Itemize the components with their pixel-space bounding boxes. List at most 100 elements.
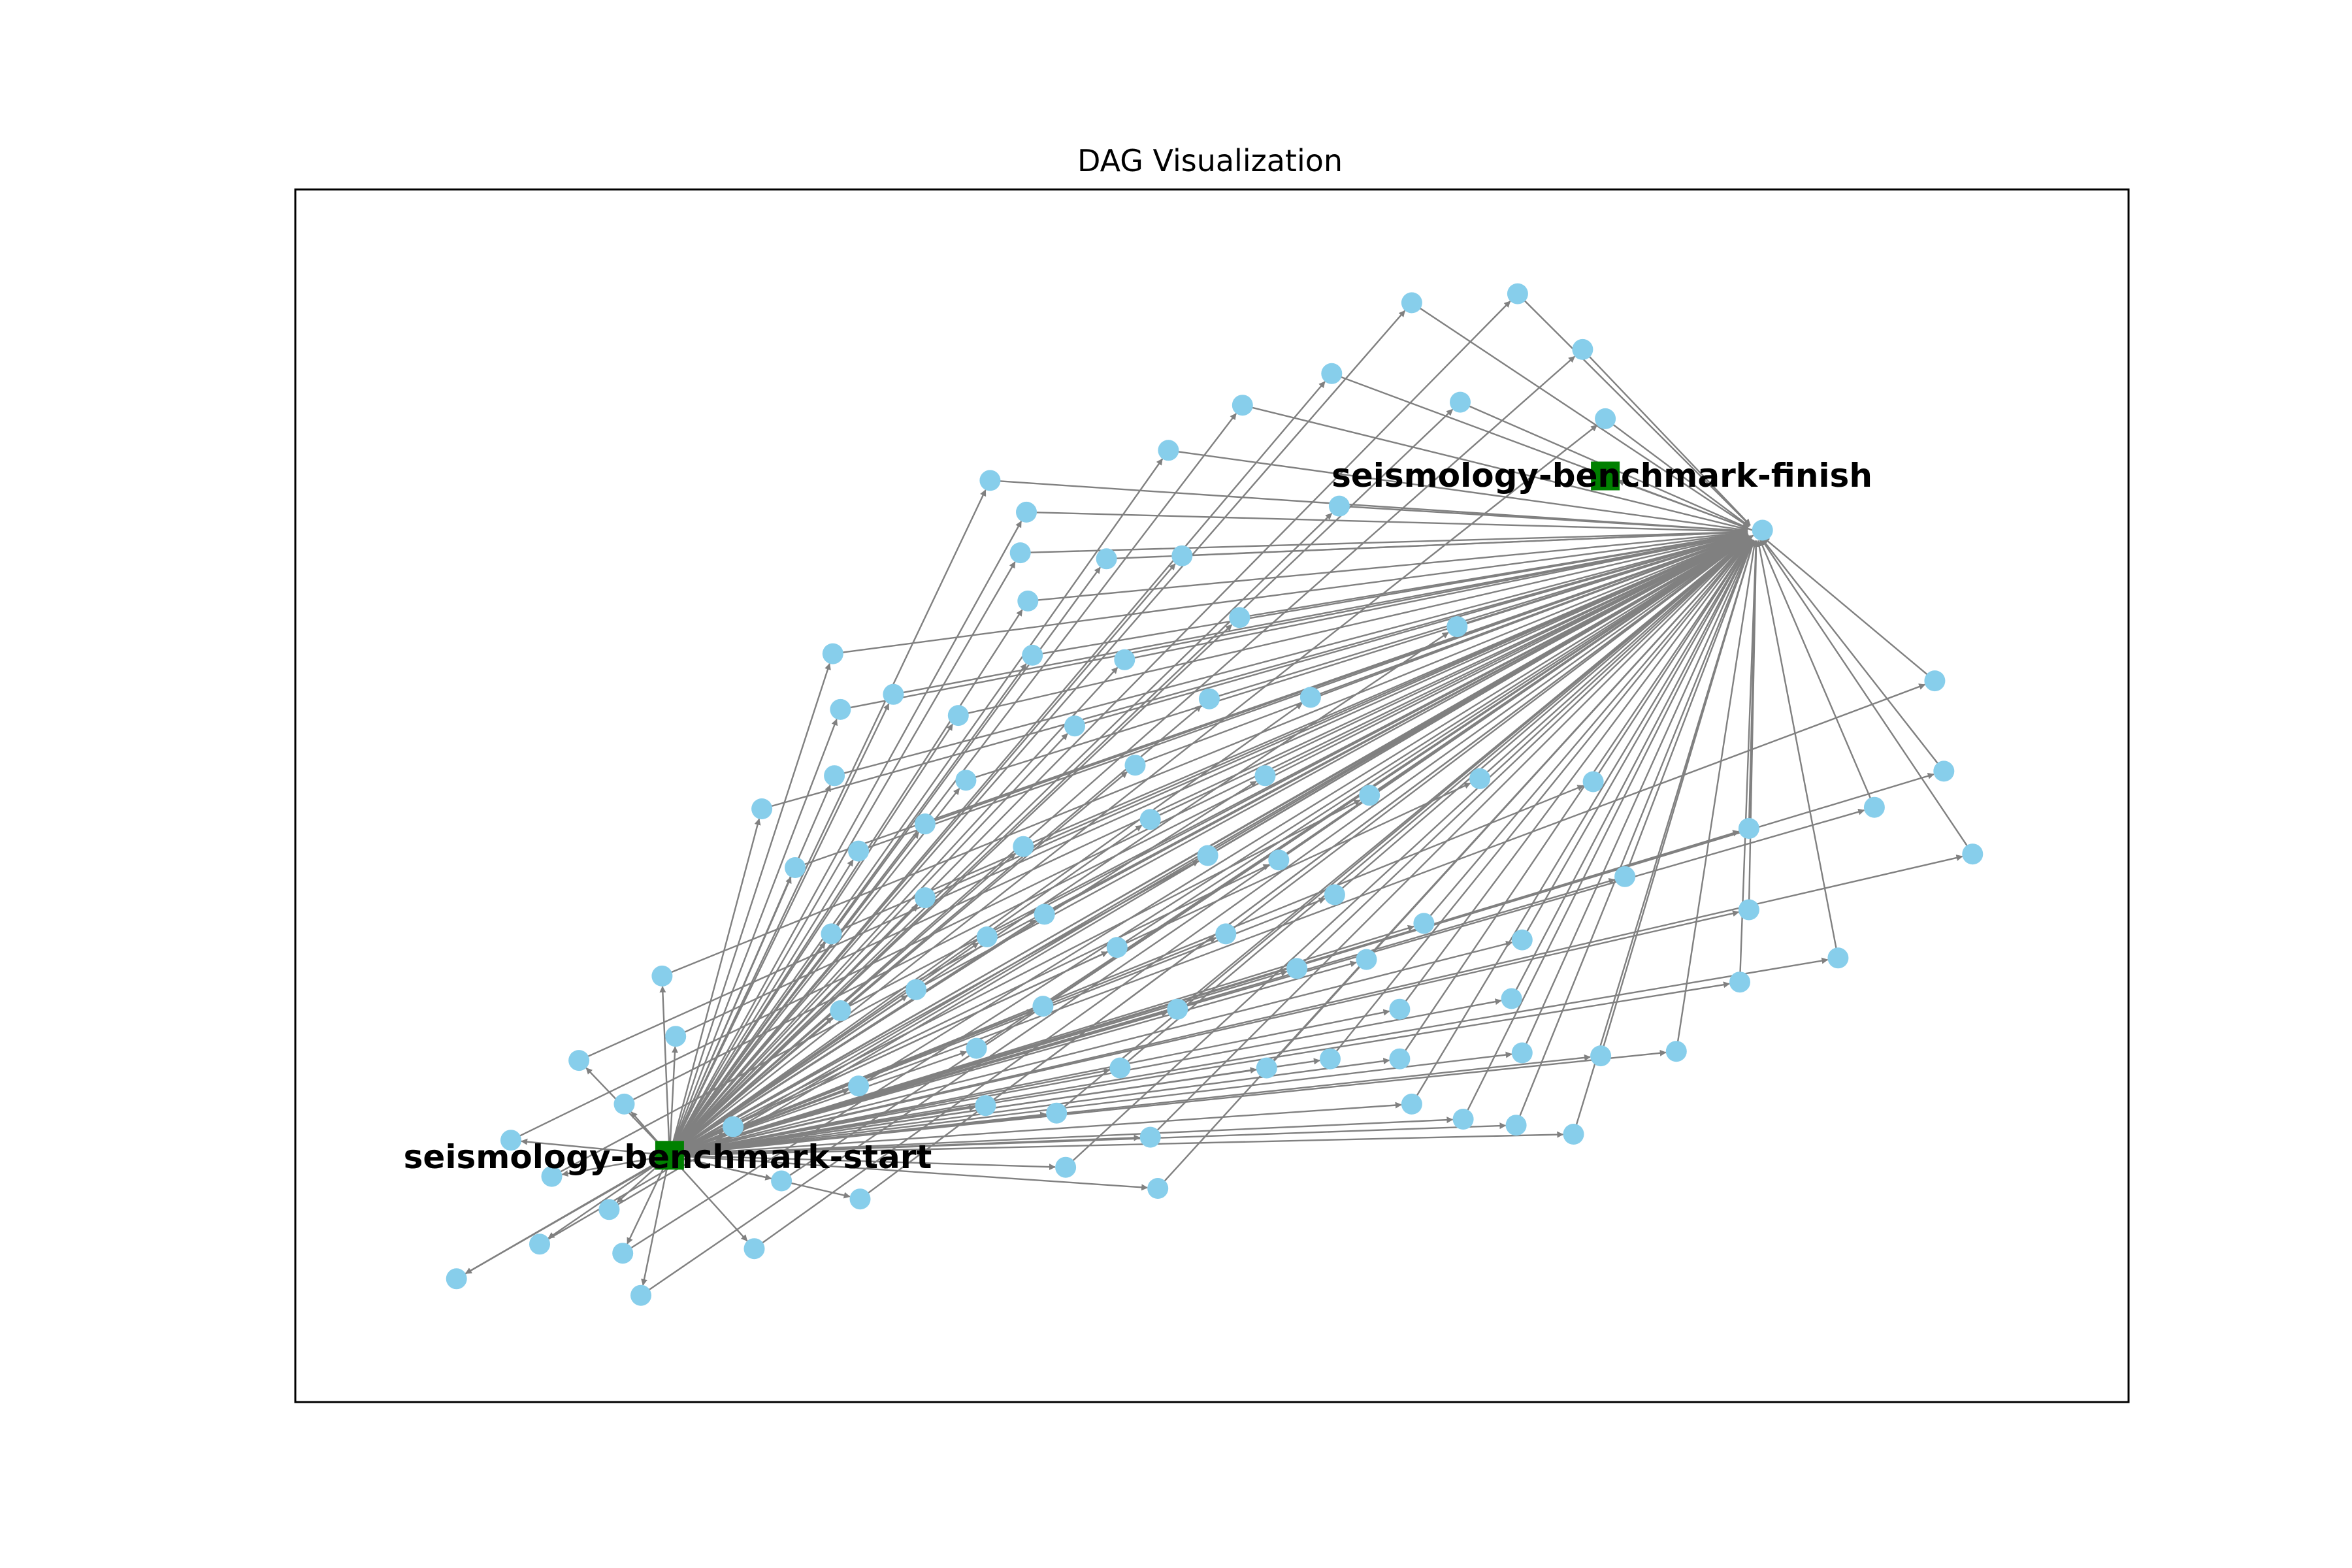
edge-task-to-finish <box>761 532 1749 810</box>
edge-task-to-finish <box>623 535 1749 1105</box>
edge-task-to-finish <box>1462 539 1754 1120</box>
edge-task-to-finish <box>1592 538 1752 783</box>
task-node <box>1469 768 1490 789</box>
edge-start-to-task <box>669 1131 1564 1156</box>
task-node <box>1359 785 1380 806</box>
task-node <box>1109 1057 1131 1079</box>
task-node <box>976 926 998 947</box>
edge-start-to-task <box>669 1051 1512 1156</box>
task-node <box>1268 849 1290 871</box>
edge-task-to-finish <box>893 531 1748 695</box>
task-node <box>1752 519 1773 541</box>
edge-start-to-task <box>547 1154 670 1239</box>
task-node <box>1114 649 1135 670</box>
task-node <box>1507 283 1528 304</box>
task-node <box>906 979 927 1000</box>
task-node <box>1139 1126 1161 1148</box>
node-layer <box>446 283 1984 1306</box>
edge-start-to-task <box>669 733 1068 1156</box>
edge-start-to-task <box>668 719 838 1156</box>
edge-task-to-finish <box>753 536 1750 1250</box>
task-node <box>751 798 773 819</box>
task-node <box>598 1199 620 1220</box>
edge-task-to-finish <box>1020 529 1748 554</box>
edge-task-to-finish <box>640 536 1750 1296</box>
task-node <box>1863 796 1885 818</box>
task-node <box>612 1243 634 1264</box>
edge-start-to-task <box>668 521 1022 1156</box>
task-node <box>785 857 806 878</box>
edge-start-to-task <box>668 1046 678 1156</box>
task-node <box>1729 972 1750 993</box>
edge-start-to-task <box>668 859 854 1156</box>
edge-task-to-finish <box>1756 540 1839 958</box>
task-node <box>1299 687 1321 708</box>
task-node <box>821 923 842 945</box>
edge-start-to-task <box>669 904 919 1156</box>
task-node <box>1171 545 1193 566</box>
edge-start-to-task <box>659 986 671 1156</box>
edge-task-to-finish <box>1242 404 1748 532</box>
task-node <box>1229 607 1250 629</box>
task-node <box>651 965 673 987</box>
task-node <box>1017 590 1039 612</box>
edge-start-to-task <box>669 355 1575 1156</box>
task-node <box>1055 1156 1077 1178</box>
task-node <box>1413 913 1435 934</box>
edge-task-to-finish <box>1149 537 1751 1138</box>
edge-task-to-finish <box>834 532 1748 777</box>
task-node <box>975 1095 996 1117</box>
edge-task-to-finish <box>1330 538 1752 1060</box>
task-node <box>1401 1093 1422 1115</box>
edge-task-to-finish <box>1517 293 1751 526</box>
task-node <box>1124 755 1146 776</box>
edge-start-to-task <box>668 703 890 1156</box>
edge-task-to-finish <box>1411 302 1750 528</box>
task-node <box>568 1050 590 1071</box>
task-node <box>1563 1124 1584 1145</box>
edge-start-to-task <box>669 408 1454 1156</box>
edge-task-to-finish <box>1032 531 1748 657</box>
edge-task-to-finish <box>1135 534 1749 766</box>
task-node <box>1446 616 1468 638</box>
task-node <box>1665 1041 1687 1062</box>
edge-task-to-finish <box>1479 537 1750 779</box>
task-node <box>914 887 936 909</box>
task-node <box>1064 715 1085 737</box>
task-node <box>1158 440 1179 461</box>
edge-task-to-finish <box>1339 505 1748 534</box>
edge-start-to-task <box>668 876 792 1156</box>
edge-task-to-finish <box>1521 539 1754 1053</box>
edge-task-to-finish <box>1675 540 1757 1052</box>
task-node <box>665 1026 687 1047</box>
edge-task-to-finish <box>1119 536 1750 1069</box>
edge-start-to-task <box>669 1122 1507 1156</box>
task-node <box>1933 760 1955 782</box>
task-node <box>848 840 870 862</box>
task-node <box>830 1000 851 1021</box>
edge-start-to-task <box>669 683 1926 1156</box>
edge-start-to-task <box>669 1049 1667 1156</box>
edge-task-to-finish <box>1759 539 1876 808</box>
edge-start-to-task <box>669 910 1740 1156</box>
edge-task-to-finish <box>924 533 1749 825</box>
task-node <box>1286 958 1308 979</box>
edge-task-to-finish <box>675 534 1749 1037</box>
edge-task-to-finish <box>1399 538 1752 1010</box>
edge-task-to-finish <box>958 532 1748 717</box>
edge-start-to-task <box>627 1154 670 1245</box>
edge-task-to-finish <box>859 536 1750 1200</box>
edge-task-to-finish <box>781 536 1750 1182</box>
edge-task-to-finish <box>1124 531 1748 661</box>
edge-task-to-finish <box>510 534 1749 1141</box>
task-node <box>446 1268 467 1290</box>
edge-task-to-finish <box>966 532 1749 781</box>
edge-start-to-task <box>669 424 1598 1156</box>
edge-task-to-finish <box>1521 538 1753 941</box>
terminal-layer <box>655 461 1620 1170</box>
edge-task-to-finish <box>1225 536 1750 935</box>
task-node <box>613 1093 635 1115</box>
edge-start-to-task <box>669 1102 1402 1156</box>
task-node <box>1232 395 1253 416</box>
task-node <box>1356 949 1377 970</box>
